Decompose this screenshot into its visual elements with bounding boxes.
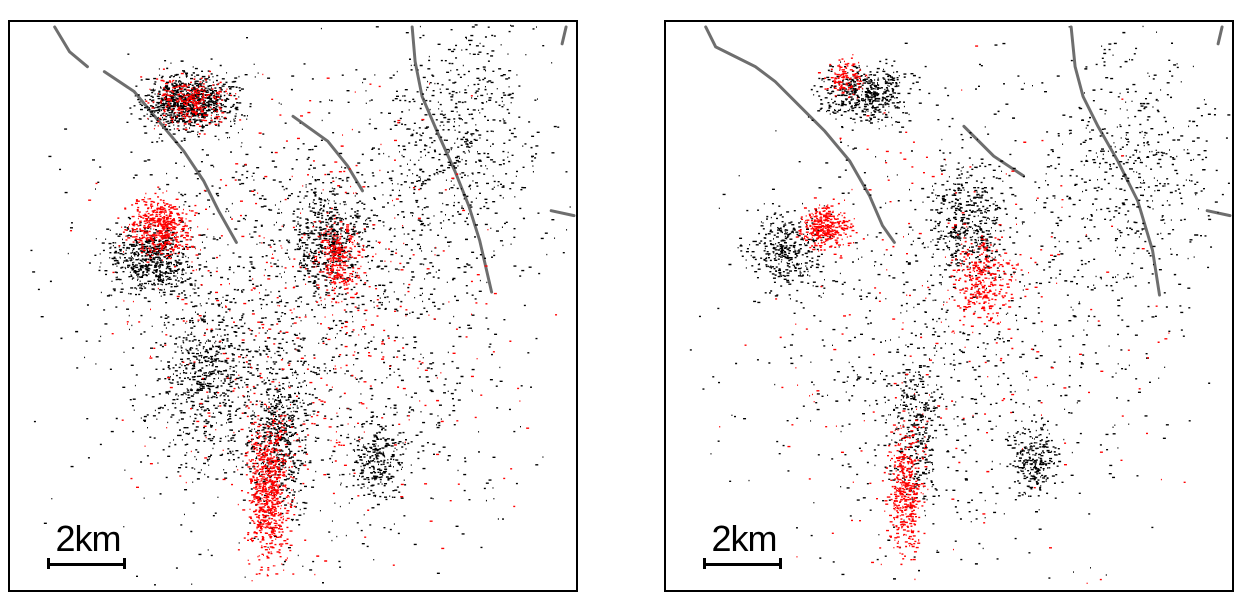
scale-bar-line [48, 563, 124, 566]
fault-line [410, 25, 494, 294]
red-scatter-right [719, 45, 1186, 585]
scale-tick-end [779, 558, 782, 569]
black-scatter-right [689, 25, 1231, 580]
fault-line [1216, 25, 1224, 46]
fault-line [102, 70, 238, 244]
fault-line [560, 25, 568, 46]
scale-label-right: 2km [711, 518, 777, 559]
scale-bar-right: 2km [702, 520, 786, 570]
black-scatter-left [30, 24, 571, 586]
map-canvas-left [30, 24, 576, 586]
scale-label-left: 2km [55, 518, 121, 559]
scale-bar-line [704, 563, 780, 566]
red-scatter-left [70, 68, 558, 582]
scatter-points [70, 68, 558, 582]
scale-tick-end [123, 558, 126, 569]
scatter-points [689, 25, 1231, 580]
fault-line [549, 209, 576, 218]
fault-line [1069, 25, 1162, 297]
map-panel-right: 2km [664, 20, 1234, 592]
map-panel-left: 2km [8, 20, 578, 592]
fault-line [1205, 209, 1232, 218]
map-canvas-right [689, 25, 1232, 585]
fault-line [53, 25, 89, 69]
fault-line [291, 114, 364, 193]
scatter-points [719, 45, 1186, 585]
fault-lines-left [53, 25, 576, 294]
scale-bar-left: 2km [46, 520, 130, 570]
fault-lines-right [704, 25, 1232, 297]
fault-line [704, 25, 896, 244]
scatter-points [30, 24, 571, 586]
fault-line [962, 124, 1025, 178]
